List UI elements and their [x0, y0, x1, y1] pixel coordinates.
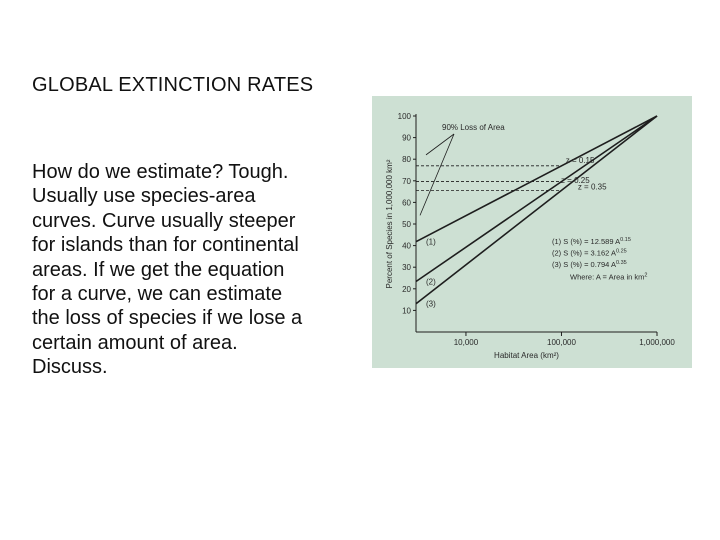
equation-line: (1) S (%) = 12.589 A0.15 [552, 237, 631, 246]
y-axis-title: Percent of Species in 1,000,000 km² [385, 159, 394, 288]
body-line: for islands than for continental [32, 234, 299, 257]
y-tick-label: 100 [398, 112, 412, 121]
series-z-label: z = 0.15 [566, 156, 595, 165]
y-tick-label: 20 [402, 285, 411, 294]
series-z-label: z = 0.25 [561, 176, 590, 185]
y-tick-label: 40 [402, 242, 411, 251]
series-z-label: z = 0.35 [578, 182, 607, 191]
slide-title: GLOBAL EXTINCTION RATES [32, 74, 314, 96]
y-tick-label: 50 [402, 220, 411, 229]
body-line: Usually use species-area [32, 185, 256, 208]
x-tick-label: 100,000 [547, 338, 576, 347]
body-line: How do we estimate? Tough. [32, 161, 289, 183]
y-tick-label: 60 [402, 198, 411, 207]
y-tick-label: 90 [402, 134, 411, 143]
slide-body-text: How do we estimate? Tough. Usually use s… [32, 160, 377, 380]
x-axis-title: Habitat Area (km²) [494, 351, 559, 360]
y-tick-label: 70 [402, 177, 411, 186]
series-number-label: (2) [426, 277, 436, 286]
y-tick-label: 10 [402, 306, 411, 315]
x-tick-label: 10,000 [454, 338, 479, 347]
chart-svg: 10 20 30 40 50 60 70 80 90 100 10,000 100,000 1,000,… [385, 112, 675, 360]
series-number-label: (1) [426, 238, 436, 247]
annotation-pointer [425, 133, 455, 156]
body-line: Discuss. [32, 356, 108, 379]
loss-annotation-label: 90% Loss of Area [442, 123, 505, 132]
equation-line: (3) S (%) = 0.794 A0.35 [552, 260, 627, 269]
body-line: areas. If we get the equation [32, 258, 285, 281]
species-area-chart: 10 20 30 40 50 60 70 80 90 100 10,000 100,000 1,000,… [372, 96, 692, 368]
x-tick-label: 1,000,000 [639, 338, 675, 347]
y-tick-label: 30 [402, 263, 411, 272]
body-line: certain amount of area. [32, 331, 238, 354]
body-line: curves. Curve usually steeper [32, 209, 296, 232]
equation-where: Where: A = Area in km2 [570, 273, 647, 282]
y-tick-label: 80 [402, 155, 411, 164]
series-number-label: (3) [426, 300, 436, 309]
series-line [415, 115, 658, 305]
series-line [415, 115, 658, 283]
series-line [415, 115, 658, 243]
annotation-pointer [419, 133, 455, 216]
body-line: for a curve, we can estimate [32, 283, 283, 306]
body-line: the loss of species if we lose a [32, 307, 303, 330]
equation-line: (2) S (%) = 3.162 A0.25 [552, 249, 627, 258]
